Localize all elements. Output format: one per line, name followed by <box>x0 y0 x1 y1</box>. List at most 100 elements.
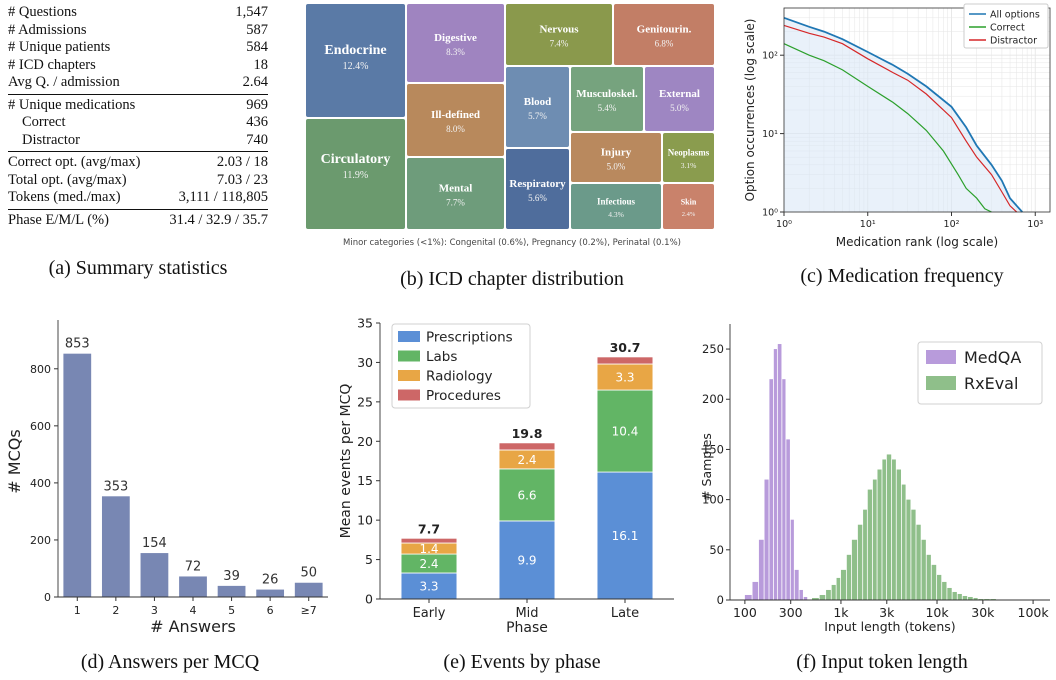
stack-segment <box>400 572 458 600</box>
summary-label: # Unique medications <box>8 93 157 114</box>
x-tick-label: 3k <box>879 605 895 620</box>
treemap-percent: 5.0% <box>607 162 626 172</box>
hist-bar <box>926 554 931 600</box>
summary-label: Correct <box>22 114 66 130</box>
treemap-chart: Endocrine 12.4% Circulatory 11.9% Digestive 8… <box>306 4 714 248</box>
treemap-percent: 8.3% <box>446 47 465 57</box>
hist-bar <box>777 344 782 600</box>
treemap-rect <box>407 4 504 82</box>
treemap-rect <box>407 84 504 156</box>
treemap-label: Digestive <box>434 32 477 44</box>
summary-label: Total opt. (avg/max) <box>8 171 127 188</box>
legend-label: Radiology <box>426 369 493 385</box>
summary-label: Avg Q. / admission <box>8 74 120 90</box>
summary-label: Tokens (med./max) <box>8 189 121 205</box>
treemap-label: Respiratory <box>509 178 566 190</box>
treemap-cell-injury: Injury 5.0% <box>571 133 661 182</box>
summary-value: 587 <box>246 21 268 38</box>
stack-segment <box>400 537 458 544</box>
treemap-label: Genitourin. <box>637 24 692 36</box>
treemap-cell-illdefined: Ill-defined 8.0% <box>407 84 504 156</box>
treemap-percent: 6.8% <box>655 39 674 49</box>
bar-value-label: 50 <box>300 566 317 581</box>
x-tick-label: 1k <box>833 605 849 620</box>
hist-bar <box>892 459 896 600</box>
segment-value-label: 2.4 <box>419 557 438 571</box>
treemap-cell-musculoskel: Musculoskel. 5.4% <box>571 67 643 131</box>
treemap-label: Ill-defined <box>431 109 480 121</box>
bar <box>101 496 130 597</box>
treemap-cell-external: External 5.0% <box>645 67 714 131</box>
hist-bar <box>826 589 831 600</box>
hist-bar <box>896 469 902 600</box>
y-tick-label: 0 <box>44 591 51 604</box>
hist-bar <box>911 509 916 600</box>
caption-d: (d) Answers per MCQ <box>80 651 260 673</box>
summary-label: Correct opt. (avg/max) <box>8 151 157 172</box>
treemap-percent: 12.4% <box>343 61 369 72</box>
summary-value: 740 <box>246 131 268 148</box>
treemap-label: External <box>659 88 700 100</box>
x-tick-label: Early <box>413 606 446 621</box>
summary-row: Correct 436 <box>8 114 268 132</box>
summary-value: 1,547 <box>235 4 268 20</box>
x-tick-label: 10² <box>944 219 960 230</box>
summary-row: # Admissions 587 <box>8 22 268 40</box>
bar <box>179 576 207 597</box>
hist-bar <box>819 594 826 600</box>
treemap-label: Neoplasms <box>668 148 710 158</box>
treemap-note: Minor categories (<1%): Congenital (0.6%… <box>343 238 681 248</box>
summary-panel: # Questions 1,547 # Admissions 587 # Unique … <box>8 4 268 231</box>
x-axis-label: # Answers <box>150 617 236 636</box>
bar-value-label: 853 <box>65 337 90 352</box>
hist-bar <box>863 509 867 600</box>
legend-label: Prescriptions <box>426 330 513 346</box>
treemap-percent: 5.4% <box>598 103 617 113</box>
summary-value: 436 <box>246 114 268 130</box>
x-tick-label: 30k <box>971 605 995 620</box>
segment-value-label: 9.9 <box>517 553 536 567</box>
legend-label: Distractor <box>990 36 1037 47</box>
y-tick-label: 600 <box>30 420 51 433</box>
treemap-rect <box>614 4 714 65</box>
answers-per-mcq-chart: 853 1 353 2 154 3 72 4 39 5 26 6 50 ≥7 0 200 400 600 800 # … <box>5 320 328 636</box>
series-line-distractor <box>783 24 1018 213</box>
tokens-panel: 0 50 100 150 200 250 100 300 1k 3k 10k 30k 100k Input… <box>699 306 1056 640</box>
treemap-panel: Endocrine 12.4% Circulatory 11.9% Digestive 8… <box>304 2 720 256</box>
stack-segment <box>498 468 556 522</box>
x-tick-label: 100 <box>733 605 757 620</box>
hist-bar <box>867 489 873 600</box>
stack-total-label: 7.7 <box>418 521 440 536</box>
series-line-correct <box>783 43 992 213</box>
stack-segment <box>498 520 556 600</box>
stack-segment <box>498 442 556 451</box>
segment-value-label: 3.3 <box>419 579 438 593</box>
bar <box>256 589 285 597</box>
legend-swatch <box>926 376 956 390</box>
treemap-label: Infectious <box>597 197 635 207</box>
treemap-label: Injury <box>601 147 632 159</box>
hist-bar <box>962 595 968 600</box>
treemap-rect <box>571 67 643 131</box>
y-tick-label: 30 <box>357 355 373 370</box>
summary-row: Avg Q. / admission 2.64 <box>8 74 268 94</box>
hist-bar <box>769 379 774 600</box>
treemap-percent: 7.4% <box>550 39 569 49</box>
hist-bar <box>851 539 858 600</box>
y-tick-label: 20 <box>357 434 373 449</box>
series-area <box>784 17 1023 212</box>
hist-bar <box>942 581 947 600</box>
bar <box>217 585 246 597</box>
hist-bar <box>840 569 846 600</box>
hist-bar <box>764 479 769 600</box>
y-axis-label: Mean events per MCQ <box>340 384 354 539</box>
y-axis-label: # MCQs <box>5 429 24 493</box>
hist-bar <box>857 524 863 600</box>
hist-bar <box>877 469 882 600</box>
summary-value: 3,111 / 118,805 <box>178 189 268 205</box>
treemap-cell-digestive: Digestive 8.3% <box>407 4 504 82</box>
hist-bar <box>967 596 973 600</box>
bar <box>140 553 169 597</box>
legend-label: Procedures <box>426 388 501 404</box>
segment-value-label: 2.4 <box>517 453 536 467</box>
